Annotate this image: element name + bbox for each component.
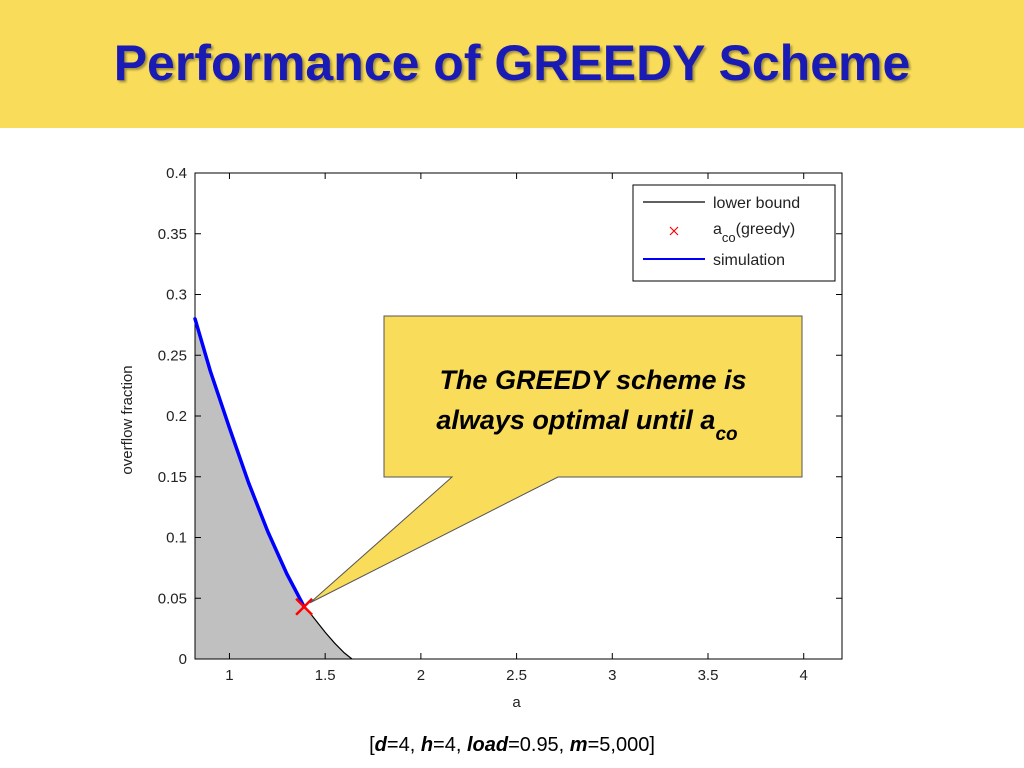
y-tick-label: 0.4	[166, 165, 187, 182]
x-tick-label: 2.5	[506, 667, 527, 684]
y-tick-label: 0.25	[158, 347, 187, 364]
footnote-d-label: d	[374, 734, 387, 756]
legend-aco-swatch	[669, 226, 679, 236]
callout-box	[309, 315, 803, 604]
y-tick-label: 0.3	[166, 287, 187, 304]
footnote-m-label: m	[569, 734, 588, 756]
footnote-d-value: =4,	[386, 734, 421, 756]
legend-simulation-label: simulation	[713, 252, 785, 269]
simulation-line	[193, 317, 306, 609]
x-tick-label: 1	[225, 667, 233, 684]
footnote-open: [	[369, 734, 375, 756]
footnote-h-value: =4,	[433, 734, 467, 756]
y-axis-label: overflow fraction	[119, 365, 136, 474]
shaded-region-layer	[195, 318, 352, 659]
footnote-load-label: load	[466, 734, 509, 756]
legend-lower-bound-label: lower bound	[713, 195, 800, 212]
x-axis-label: a	[512, 694, 521, 711]
footnote-h-label: h	[420, 734, 434, 756]
parameters-footnote: [d=4, h=4, load=0.95, m=5,000]	[0, 734, 1024, 757]
x-tick-label: 3.5	[698, 667, 719, 684]
y-tick-label: 0.15	[158, 469, 187, 486]
callout-subscript: co	[715, 424, 737, 445]
legend-box	[632, 184, 836, 282]
y-tick-label: 0.35	[158, 226, 187, 243]
x-tick-label: 1.5	[315, 667, 336, 684]
series-layer	[193, 317, 353, 660]
y-tick-label: 0.2	[166, 408, 187, 425]
y-tick-label: 0.1	[166, 530, 187, 547]
callout-line-1: The GREEDY scheme is	[439, 365, 746, 395]
y-tick-label: 0.05	[158, 590, 187, 607]
aco-marker	[295, 597, 313, 616]
footnote-load-value: =0.95,	[508, 734, 570, 756]
footnote-m-value: =5,000]	[587, 734, 655, 756]
x-tick-label: 2	[417, 667, 425, 684]
title-bar	[0, 0, 1024, 128]
slide-title: Performance of GREEDY Scheme	[113, 35, 911, 91]
x-tick-label: 3	[608, 667, 616, 684]
axes-layer: 1 1.5 2 2.5 3 3.5 4 0 0.05 0.1 0.15 0.2 0.25 0.3 0.35 0…	[119, 165, 843, 711]
lower-bound-shaded-area	[195, 318, 352, 659]
y-tick-label: 0	[179, 651, 187, 668]
x-tick-label: 4	[800, 667, 808, 684]
